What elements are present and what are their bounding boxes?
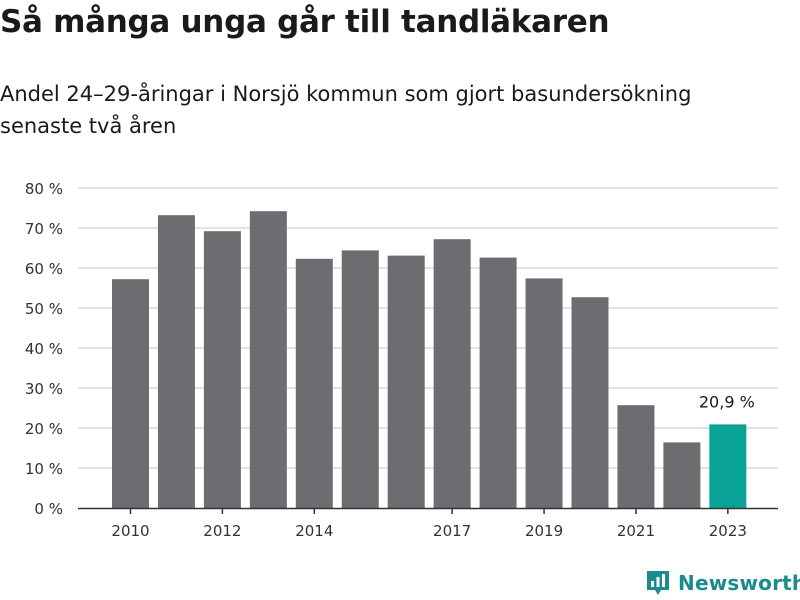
x-tick-label: 2017 (433, 522, 471, 540)
bar-2018 (479, 257, 517, 508)
bar-2017 (433, 239, 471, 508)
brand-logo: Newsworthy (645, 569, 800, 597)
x-tick-labels: 2010 2012 2014 2017 2019 2021 2023 (111, 508, 747, 540)
x-tick-label: 2019 (525, 522, 563, 540)
y-tick-label: 20 % (25, 420, 63, 438)
y-tick-label: 0 % (34, 500, 63, 518)
y-tick-label: 60 % (25, 260, 63, 278)
bar-2020 (571, 297, 609, 508)
bar-chart: 0 % 10 % 20 % 30 % 40 % 50 % 60 % 70 % 80 % 2010… (25, 180, 778, 540)
y-tick-label: 50 % (25, 300, 63, 318)
bar-2010 (112, 279, 149, 508)
y-tick-label: 30 % (25, 380, 63, 398)
y-tick-labels: 0 % 10 % 20 % 30 % 40 % 50 % 60 % 70 % 80 % (25, 180, 63, 518)
bar-2021 (617, 405, 655, 508)
chart-title: Så många unga går till tandläkaren (0, 4, 610, 40)
annotations: 20,9 % (699, 392, 755, 411)
newsworthy-logo-icon (647, 571, 669, 595)
bars (112, 211, 747, 508)
bar-2022 (663, 442, 701, 508)
x-tick-label: 2021 (617, 522, 655, 540)
bar-2023 (709, 424, 747, 508)
bar-2011 (157, 215, 195, 508)
y-tick-label: 10 % (25, 460, 63, 478)
y-tick-label: 40 % (25, 340, 63, 358)
bar-2014 (295, 258, 333, 508)
x-tick-label: 2010 (111, 522, 149, 540)
bar-2016 (387, 255, 425, 508)
brand-name: Newsworthy (678, 571, 800, 595)
chart-subtitle: Andel 24–29-åringar i Norsjö kommun som … (0, 82, 692, 138)
x-tick-label: 2014 (295, 522, 333, 540)
y-tick-label: 80 % (25, 180, 63, 198)
bar-2015 (341, 250, 379, 508)
value-annotation: 20,9 % (699, 392, 755, 411)
bar-2012 (203, 231, 241, 508)
x-tick-label: 2023 (709, 522, 747, 540)
x-tick-label: 2012 (203, 522, 241, 540)
y-tick-label: 70 % (25, 220, 63, 238)
bar-2013 (249, 211, 287, 508)
bar-2019 (525, 278, 563, 508)
